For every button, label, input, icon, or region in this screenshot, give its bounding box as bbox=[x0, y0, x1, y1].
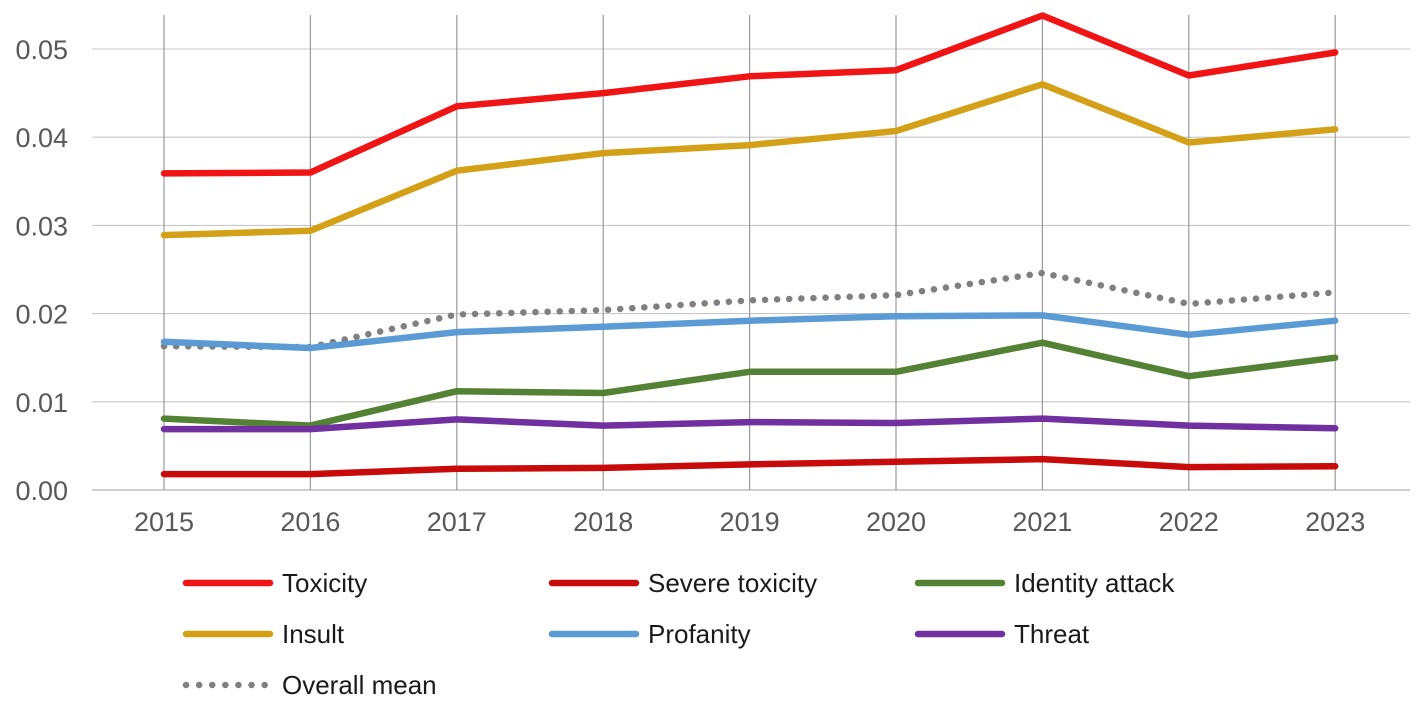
series-line-threat bbox=[160, 415, 1339, 433]
legend-label: Threat bbox=[1014, 619, 1090, 649]
y-tick-label: 0.03 bbox=[15, 211, 68, 241]
y-tick-label: 0.01 bbox=[15, 388, 68, 418]
x-tick-label: 2018 bbox=[573, 507, 633, 537]
y-tick-label: 0.04 bbox=[15, 123, 68, 153]
series-line-identity-attack bbox=[160, 339, 1339, 429]
legend-label: Identity attack bbox=[1014, 568, 1175, 598]
x-tick-label: 2023 bbox=[1305, 507, 1365, 537]
legend-label: Toxicity bbox=[282, 568, 367, 598]
legend-item-profanity: Profanity bbox=[548, 619, 751, 649]
x-tick-label: 2021 bbox=[1012, 507, 1072, 537]
legend-label: Profanity bbox=[648, 619, 751, 649]
x-tick-label: 2016 bbox=[280, 507, 340, 537]
x-tick-label: 2020 bbox=[866, 507, 926, 537]
series-line-toxicity bbox=[160, 12, 1339, 177]
legend-item-identity-attack: Identity attack bbox=[914, 568, 1175, 598]
y-tick-label: 0.05 bbox=[15, 35, 68, 65]
y-tick-label: 0.00 bbox=[15, 476, 68, 506]
legend-label: Insult bbox=[282, 619, 345, 649]
legend-item-overall-mean: Overall mean bbox=[182, 670, 437, 700]
legend-item-threat: Threat bbox=[914, 619, 1090, 649]
x-axis-tick-labels: 2015 2016 2017 2018 2019 2020 2021 2022 2023 bbox=[134, 507, 1365, 537]
legend-item-toxicity: Toxicity bbox=[182, 568, 367, 598]
y-tick-label: 0.02 bbox=[15, 300, 68, 330]
x-tick-label: 2022 bbox=[1159, 507, 1219, 537]
y-axis-tick-labels: 0.00 0.01 0.02 0.03 0.04 0.05 bbox=[15, 35, 68, 506]
legend-item-severe-toxicity: Severe toxicity bbox=[548, 568, 817, 598]
series-lines bbox=[160, 12, 1339, 478]
legend-label: Overall mean bbox=[282, 670, 437, 700]
series-line-profanity bbox=[160, 312, 1339, 352]
series-line-overall-mean bbox=[160, 269, 1339, 351]
series-line-severe-toxicity bbox=[160, 455, 1339, 478]
legend: Toxicity Severe toxicity Identity attack In… bbox=[182, 568, 1175, 700]
horizontal-gridlines bbox=[92, 48, 1410, 491]
x-tick-label: 2017 bbox=[427, 507, 487, 537]
vertical-gridlines bbox=[163, 15, 1336, 490]
legend-label: Severe toxicity bbox=[648, 568, 817, 598]
legend-item-insult: Insult bbox=[182, 619, 345, 649]
x-tick-label: 2019 bbox=[720, 507, 780, 537]
series-line-insult bbox=[160, 81, 1339, 239]
x-tick-label: 2015 bbox=[134, 507, 194, 537]
